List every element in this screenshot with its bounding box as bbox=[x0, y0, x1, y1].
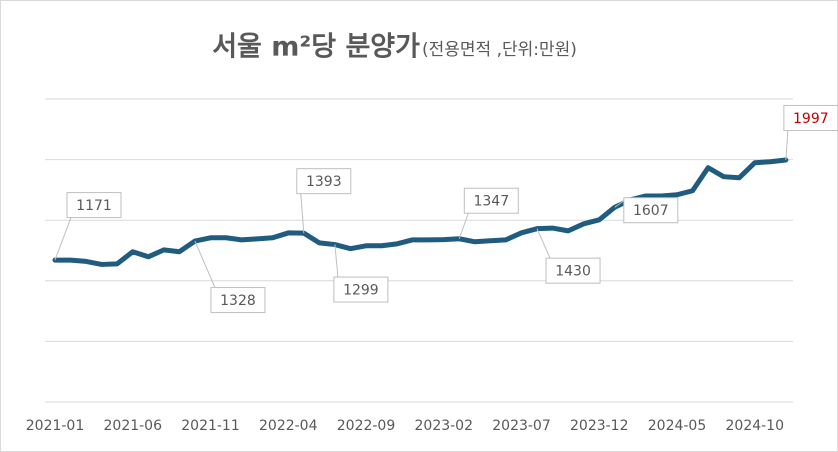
data-label: 1393 bbox=[306, 174, 342, 190]
x-tick-label: 2021-11 bbox=[181, 418, 240, 434]
data-label: 1347 bbox=[473, 194, 509, 210]
callout-box bbox=[66, 192, 122, 219]
data-label: 1607 bbox=[633, 203, 669, 219]
callout-pointer bbox=[334, 244, 339, 278]
callout-pointer bbox=[536, 228, 551, 259]
callout-pointer bbox=[194, 240, 216, 288]
x-tick-label: 2023-02 bbox=[415, 418, 474, 434]
callout-box bbox=[296, 168, 352, 195]
callout-box bbox=[210, 287, 266, 314]
x-tick-label: 2022-09 bbox=[337, 418, 396, 434]
x-tick-label: 2021-01 bbox=[26, 418, 85, 434]
callout-box bbox=[333, 276, 389, 303]
callout-box bbox=[783, 104, 838, 131]
x-tick-label: 2023-07 bbox=[492, 418, 551, 434]
x-tick-label: 2024-05 bbox=[648, 418, 707, 434]
callout-box bbox=[623, 197, 679, 224]
data-label: 1171 bbox=[76, 198, 112, 214]
x-tick-label: 2023-12 bbox=[570, 418, 629, 434]
data-line bbox=[52, 157, 789, 267]
x-tick-label: 2024-10 bbox=[726, 418, 785, 434]
chart-title: 서울 m²당 분양가 bbox=[212, 32, 420, 63]
callout-pointer bbox=[300, 193, 305, 234]
callout-pointer bbox=[458, 213, 469, 239]
data-label: 1299 bbox=[343, 283, 379, 299]
x-tick-label: 2021-06 bbox=[104, 418, 163, 434]
callout-box bbox=[463, 187, 519, 214]
callout-box bbox=[545, 257, 601, 284]
callout-pointer bbox=[785, 130, 789, 160]
data-label: 1997 bbox=[793, 111, 829, 127]
callout-pointer bbox=[54, 217, 72, 261]
chart-subtitle: (전용면적 ,단위:만원) bbox=[422, 40, 577, 60]
x-tick-label: 2022-04 bbox=[259, 418, 318, 434]
data-label: 1430 bbox=[555, 264, 591, 280]
data-label: 1328 bbox=[220, 293, 256, 309]
